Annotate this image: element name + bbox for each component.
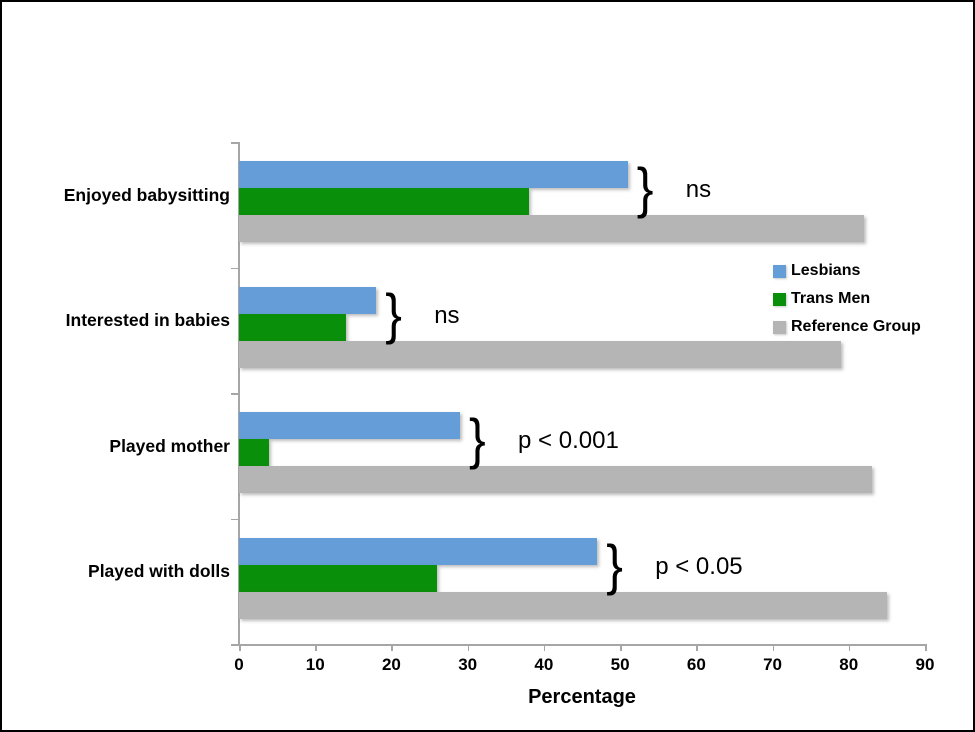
legend-item-trans-men: Trans Men [773, 285, 921, 313]
x-axis-tick [391, 644, 393, 651]
bar-trans-men-interested-in-babies [239, 313, 346, 341]
y-axis-tick [231, 644, 239, 646]
x-axis-tick [620, 644, 622, 651]
x-tick-label: 50 [610, 655, 630, 674]
x-axis-title: Percentage [528, 686, 636, 708]
bar-reference-group-played-mother [239, 466, 872, 493]
x-axis-tick [543, 644, 546, 651]
annotation-brace-played-with-dolls: } [606, 533, 623, 596]
legend-swatch-lesbians [773, 264, 786, 278]
bar-reference-group-interested-in-babies [239, 340, 842, 368]
x-axis-line [238, 644, 927, 646]
x-axis-tick [239, 644, 241, 651]
annotation-label-played-mother: p < 0.001 [518, 427, 619, 454]
x-axis-tick [467, 644, 470, 651]
x-tick-label: 70 [763, 655, 782, 674]
x-axis-tick [696, 644, 698, 651]
x-tick-label: 30 [458, 655, 478, 674]
y-axis-tick [231, 393, 239, 395]
x-axis-tick [772, 644, 775, 651]
annotation-label-enjoyed-babysitting: ns [685, 176, 712, 203]
legend-label-lesbians: Lesbians [791, 262, 861, 279]
category-label-played-mother: Played mother [109, 435, 230, 456]
x-tick-label: 10 [305, 655, 325, 674]
legend-swatch-trans-men [773, 292, 786, 306]
y-axis-tick [231, 518, 239, 520]
annotation-label-played-with-dolls: p < 0.05 [655, 552, 743, 580]
bar-lesbians-played-with-dolls [239, 537, 598, 565]
x-tick-label: 0 [234, 655, 244, 674]
x-axis-tick [848, 644, 851, 651]
bar-lesbians-played-mother [239, 412, 461, 439]
annotation-brace-played-mother: } [469, 407, 486, 471]
category-label-played-with-dolls: Played with dolls [88, 561, 230, 582]
annotation-brace-interested-in-babies: } [385, 282, 402, 345]
annotation-brace-enjoyed-babysitting: } [636, 156, 654, 220]
x-axis-tick [925, 644, 927, 651]
bar-trans-men-enjoyed-babysitting [239, 188, 529, 215]
legend-label-trans-men: Trans Men [791, 290, 871, 307]
annotation-label-interested-in-babies: ns [434, 301, 460, 329]
bar-reference-group-played-with-dolls [239, 591, 887, 619]
x-tick-label: 40 [534, 655, 554, 674]
y-axis-tick [231, 142, 239, 144]
x-tick-label: 20 [381, 655, 401, 674]
bar-lesbians-enjoyed-babysitting [239, 161, 628, 188]
bar-trans-men-played-with-dolls [239, 564, 438, 592]
legend-swatch-reference-group [773, 320, 786, 334]
x-tick-label: 90 [915, 655, 935, 674]
legend-item-reference-group: Reference Group [773, 313, 921, 341]
bar-reference-group-enjoyed-babysitting [239, 215, 865, 242]
legend: Lesbians Trans Men Reference Group [773, 257, 921, 341]
category-label-enjoyed-babysitting: Enjoyed babysitting [63, 184, 230, 205]
x-tick-label: 80 [839, 655, 859, 674]
y-axis-tick [231, 267, 239, 269]
bar-trans-men-played-mother [239, 439, 270, 466]
category-label-interested-in-babies: Interested in babies [65, 310, 230, 331]
legend-item-lesbians: Lesbians [773, 257, 921, 285]
x-tick-label: 60 [686, 655, 706, 674]
bar-lesbians-interested-in-babies [239, 286, 377, 314]
legend-label-reference-group: Reference Group [791, 318, 921, 335]
x-axis-tick [315, 644, 317, 651]
